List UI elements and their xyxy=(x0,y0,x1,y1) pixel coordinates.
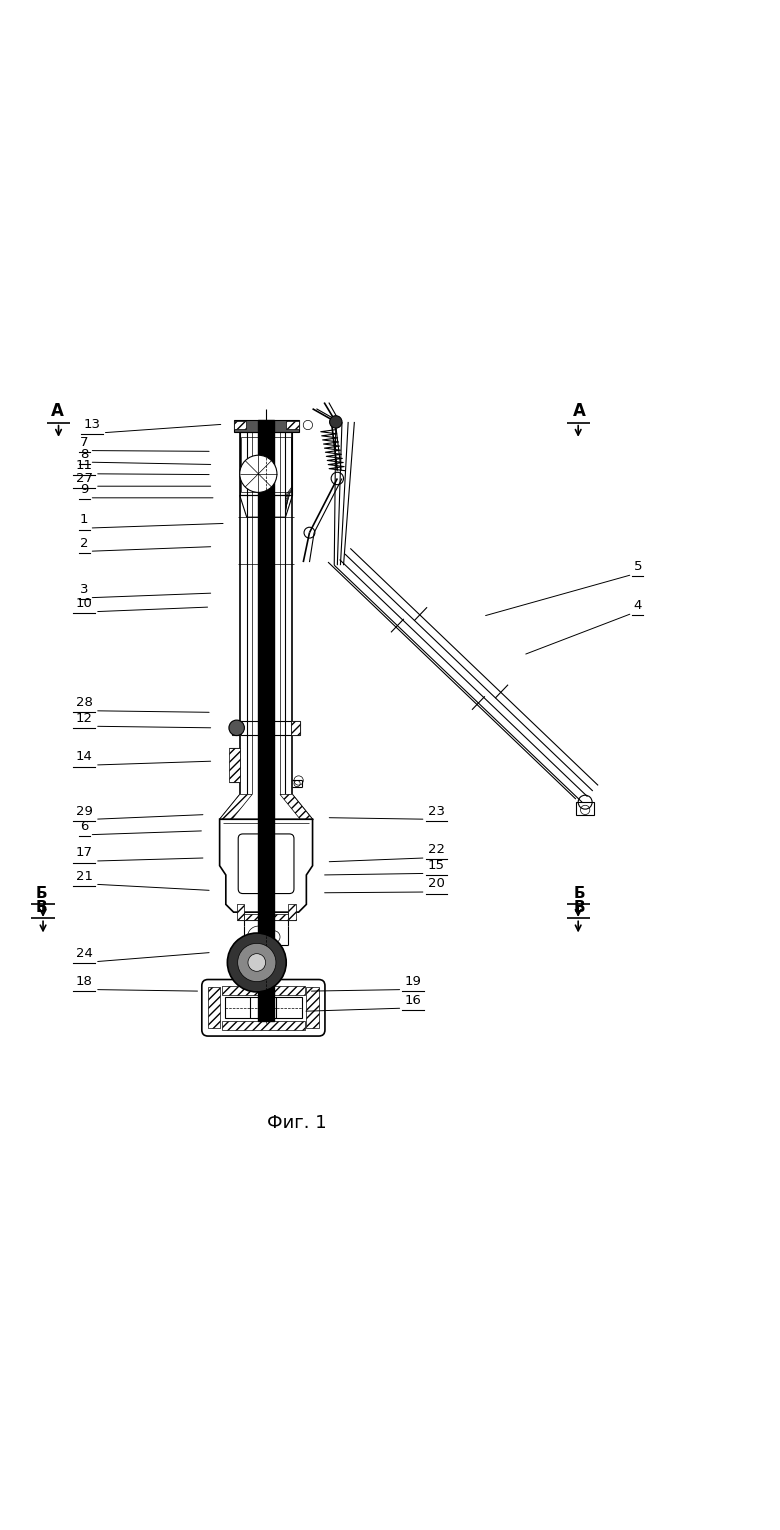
Bar xyxy=(222,985,305,995)
Text: Б: Б xyxy=(36,886,48,901)
Bar xyxy=(288,904,296,920)
Bar xyxy=(225,998,302,1019)
Text: 2: 2 xyxy=(80,537,88,549)
Text: 22: 22 xyxy=(428,843,445,857)
Circle shape xyxy=(227,933,286,991)
Circle shape xyxy=(229,721,244,736)
Text: 21: 21 xyxy=(76,869,93,883)
Text: 24: 24 xyxy=(76,947,93,961)
Text: 20: 20 xyxy=(428,878,445,890)
Polygon shape xyxy=(280,794,313,819)
Bar xyxy=(286,421,299,428)
Text: 11: 11 xyxy=(76,459,93,473)
Bar xyxy=(307,987,319,1028)
Bar xyxy=(222,1021,305,1030)
Text: 16: 16 xyxy=(405,993,422,1007)
Polygon shape xyxy=(220,794,252,819)
Text: Б: Б xyxy=(574,886,586,901)
Text: 4: 4 xyxy=(633,598,642,612)
Text: А: А xyxy=(51,401,63,419)
Bar xyxy=(232,721,241,734)
Text: 5: 5 xyxy=(633,560,642,572)
Bar xyxy=(233,421,299,431)
Text: 28: 28 xyxy=(76,696,93,710)
Bar xyxy=(236,904,244,920)
Text: 18: 18 xyxy=(76,975,93,988)
Bar xyxy=(244,913,288,920)
Text: 19: 19 xyxy=(405,975,422,988)
Bar xyxy=(291,721,300,734)
Text: 29: 29 xyxy=(76,805,93,817)
Text: 13: 13 xyxy=(83,418,101,431)
Text: В: В xyxy=(36,900,48,915)
Text: Фиг. 1: Фиг. 1 xyxy=(268,1114,327,1132)
Text: 14: 14 xyxy=(76,750,93,763)
Text: 1: 1 xyxy=(80,514,88,526)
Circle shape xyxy=(248,953,266,972)
Circle shape xyxy=(239,456,277,493)
Text: А: А xyxy=(573,401,587,419)
Text: 17: 17 xyxy=(76,846,93,860)
Circle shape xyxy=(330,416,342,428)
Bar xyxy=(239,431,292,496)
Circle shape xyxy=(238,944,276,982)
Text: 10: 10 xyxy=(76,597,93,610)
Text: 9: 9 xyxy=(80,483,88,496)
Text: 23: 23 xyxy=(428,805,445,817)
Bar xyxy=(241,436,291,493)
Bar xyxy=(229,748,239,782)
Text: 3: 3 xyxy=(80,583,88,597)
Bar xyxy=(233,421,246,428)
Text: 15: 15 xyxy=(428,858,445,872)
Text: 12: 12 xyxy=(76,711,93,725)
Text: В: В xyxy=(574,900,586,915)
Text: 27: 27 xyxy=(76,471,93,485)
Text: 8: 8 xyxy=(80,448,88,461)
Bar xyxy=(576,802,594,814)
Text: 7: 7 xyxy=(80,436,88,448)
Text: 6: 6 xyxy=(80,820,88,834)
Bar xyxy=(208,987,221,1028)
